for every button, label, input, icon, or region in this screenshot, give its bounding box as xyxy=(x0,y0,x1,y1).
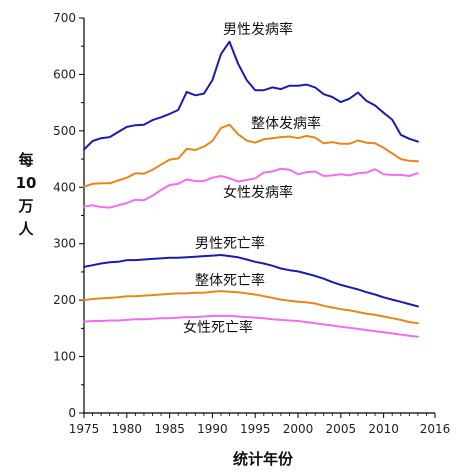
y-axis-label-part: 人 xyxy=(18,220,34,238)
series-line-1 xyxy=(83,123,419,188)
series-label-0: 男性发病率 xyxy=(223,21,293,38)
x-tick-label: 2005 xyxy=(326,422,357,436)
x-tick-label: 1975 xyxy=(69,422,100,436)
series-label-1: 整体发病率 xyxy=(251,115,321,132)
y-tick-label: 600 xyxy=(53,67,76,81)
y-tick-label: 300 xyxy=(53,237,76,251)
y-tick-label: 0 xyxy=(68,406,76,420)
y-tick-label: 700 xyxy=(53,11,76,25)
y-axis-label-part: 每 xyxy=(18,151,33,169)
x-tick-label: 1985 xyxy=(154,422,185,436)
x-tick-label: 2010 xyxy=(368,422,399,436)
axes: 0 100 200 300 400 500 600 700 1975 1980 1985 1990 19… xyxy=(53,11,450,436)
series-label-5: 女性死亡率 xyxy=(183,319,253,336)
y-axis-label-part: 10 xyxy=(16,174,37,192)
x-tick-label: 1990 xyxy=(197,422,228,436)
series-line-2 xyxy=(83,167,419,209)
series-label-2: 女性发病率 xyxy=(223,184,293,201)
series-line-0 xyxy=(83,40,419,151)
x-tick-label: 1980 xyxy=(112,422,143,436)
y-axis-label: 每 10 万人 xyxy=(16,151,37,238)
series-label-4: 整体死亡率 xyxy=(195,272,265,289)
y-tick-label: 400 xyxy=(53,180,76,194)
series-line-4 xyxy=(83,290,419,325)
series-line-3 xyxy=(83,254,419,308)
x-axis-label: 统计年份 xyxy=(233,450,294,468)
series-label-3: 男性死亡率 xyxy=(195,235,265,252)
y-tick-label: 500 xyxy=(53,124,76,138)
x-tick-label: 2016 xyxy=(420,422,451,436)
y-axis-label-part: 万 xyxy=(17,197,33,215)
y-tick-label: 200 xyxy=(53,293,76,307)
series-lines xyxy=(83,40,419,338)
x-tick-label: 2000 xyxy=(283,422,314,436)
x-tick-label: 1995 xyxy=(240,422,271,436)
series-line-5 xyxy=(83,314,419,338)
y-tick-label: 100 xyxy=(53,350,76,364)
